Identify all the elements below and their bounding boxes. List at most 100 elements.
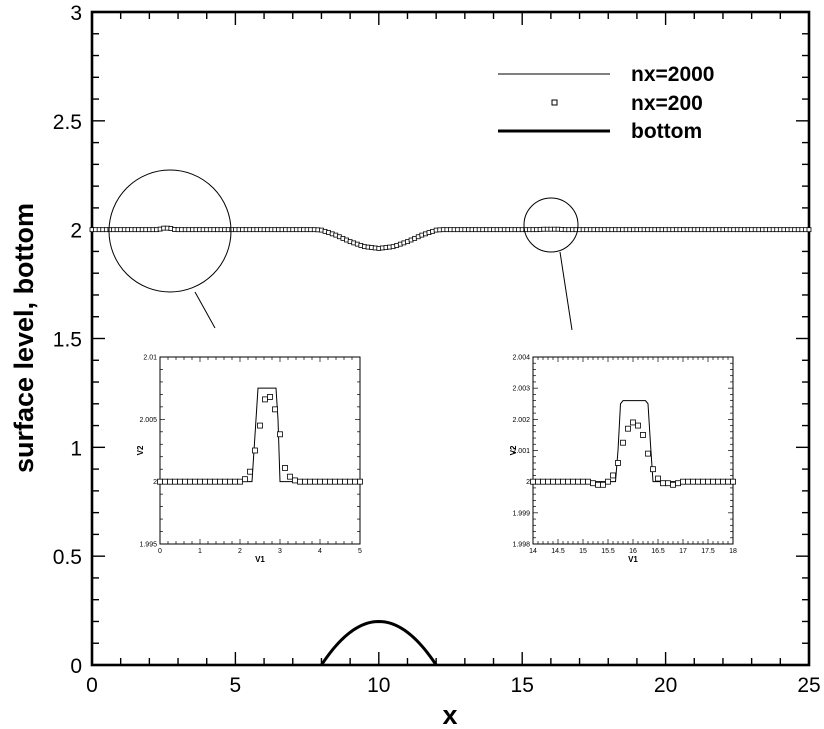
inset-plot-left: 0 1 2 3 4 5 1.995 2 2.005 2.01 V1 V2 xyxy=(136,355,363,564)
inset-x-tick-label: 16.5 xyxy=(651,548,665,555)
y-tick-labels: 0 0.5 1 1.5 2 2.5 3 xyxy=(53,2,82,678)
inset-marker xyxy=(302,478,308,485)
inset-marker xyxy=(337,478,343,485)
inset-marker xyxy=(545,478,551,485)
inset-marker xyxy=(262,396,268,403)
inset-plot-right: 14 14.5 15 15.5 16 16.5 17 17.5 18 1.998 1.999 2 2.0… xyxy=(509,355,737,565)
inset-marker xyxy=(655,475,661,482)
inset-marker xyxy=(282,465,288,471)
inset-marker xyxy=(217,478,223,485)
x-tick-label: 15 xyxy=(511,674,534,697)
inset-marker xyxy=(580,478,586,485)
inset-frame xyxy=(159,356,361,545)
zoom-circle-right xyxy=(523,197,579,253)
inset-x-tick-label: 0 xyxy=(158,548,162,555)
y-axis-title: surface level, bottom xyxy=(9,203,39,473)
inset-y-tick-label: 2.005 xyxy=(139,417,157,424)
inset-marker xyxy=(565,478,571,485)
inset-marker xyxy=(267,393,273,400)
inset-y-tick-label: 1.995 xyxy=(139,542,157,549)
inset-marker xyxy=(182,478,188,485)
inset-marker xyxy=(297,478,303,485)
series-nx200-markers xyxy=(89,225,812,251)
legend-marker-nx200 xyxy=(551,99,558,106)
inset-marker xyxy=(665,480,671,487)
zoom-connector-left xyxy=(194,291,216,329)
inset-y-tick-label: 2 xyxy=(526,479,530,486)
inset-marker xyxy=(650,466,656,473)
inset-marker xyxy=(645,450,651,457)
inset-marker xyxy=(595,481,601,488)
inset-marker xyxy=(715,478,721,485)
inset-frame xyxy=(532,356,734,545)
inset-marker xyxy=(560,478,566,485)
inset-y-axis-title: V2 xyxy=(136,445,145,455)
inset-marker xyxy=(352,478,358,485)
inset-marker xyxy=(202,478,208,485)
inset-x-tick-label: 2 xyxy=(238,548,242,555)
legend-label-nx200: nx=200 xyxy=(631,92,703,115)
inset-marker xyxy=(222,478,228,485)
inset-marker xyxy=(615,460,621,466)
series-area xyxy=(89,225,812,666)
inset-marker xyxy=(357,478,363,485)
inset-marker xyxy=(640,432,646,438)
x-tick-label: 20 xyxy=(654,674,677,697)
inset-marker xyxy=(635,422,641,429)
inset-marker xyxy=(535,478,541,485)
inset-marker xyxy=(272,406,278,413)
inset-marker xyxy=(162,478,168,485)
x-tick-labels: 0 5 10 15 20 25 xyxy=(86,674,821,697)
inset-marker xyxy=(605,478,611,485)
inset-y-tick-label: 1.999 xyxy=(512,510,530,517)
inset-marker xyxy=(312,478,318,485)
inset-marker xyxy=(575,478,581,485)
inset-marker xyxy=(172,478,178,485)
inset-x-tick-label: 4 xyxy=(318,548,322,555)
inset-marker xyxy=(700,478,706,485)
inset-marker xyxy=(187,478,193,485)
inset-x-tick-label: 16 xyxy=(629,548,637,555)
inset-marker xyxy=(242,476,248,483)
inset-marker xyxy=(277,431,283,438)
zoom-connector-right xyxy=(559,251,573,331)
inset-x-tick-label: 15 xyxy=(579,548,587,555)
inset-marker xyxy=(710,478,716,485)
inset-marker xyxy=(725,478,731,485)
y-tick-label: 1 xyxy=(70,437,82,460)
inset-marker xyxy=(252,447,258,454)
inset-marker xyxy=(157,478,163,485)
inset-marker xyxy=(192,478,198,485)
inset-line-nx2000 xyxy=(160,387,360,483)
inset-marker xyxy=(660,480,666,487)
inset-marker xyxy=(327,478,333,485)
inset-marker xyxy=(307,478,313,485)
x-tick-label: 5 xyxy=(230,674,242,697)
inset-y-tick-label: 2.003 xyxy=(512,386,530,393)
inset-marker xyxy=(317,478,323,485)
inset-y-tick-label: 2.01 xyxy=(143,355,157,362)
inset-x-tick-label: 18 xyxy=(729,548,737,555)
inset-marker xyxy=(287,473,293,480)
inset-marker xyxy=(585,478,591,485)
inset-marker xyxy=(690,478,696,485)
inset-marker xyxy=(247,468,253,475)
inset-x-tick-label: 5 xyxy=(358,548,362,555)
y-tick-label: 0.5 xyxy=(53,546,82,569)
inset-marker xyxy=(332,478,338,485)
inset-marker xyxy=(292,477,298,484)
inset-marker xyxy=(207,478,213,485)
inset-x-tick-label: 15.5 xyxy=(601,548,615,555)
inset-marker xyxy=(680,478,686,485)
inset-marker xyxy=(212,478,218,485)
y-tick-label: 2 xyxy=(70,220,82,243)
inset-marker xyxy=(695,478,701,485)
x-tick-label: 25 xyxy=(797,674,820,697)
x-tick-label: 0 xyxy=(86,674,98,697)
inset-marker xyxy=(232,478,238,485)
legend-label-bottom: bottom xyxy=(631,120,702,143)
y-tick-label: 2.5 xyxy=(53,111,82,134)
main-axis-ticks xyxy=(91,11,810,666)
inset-x-tick-label: 14.5 xyxy=(551,548,565,555)
